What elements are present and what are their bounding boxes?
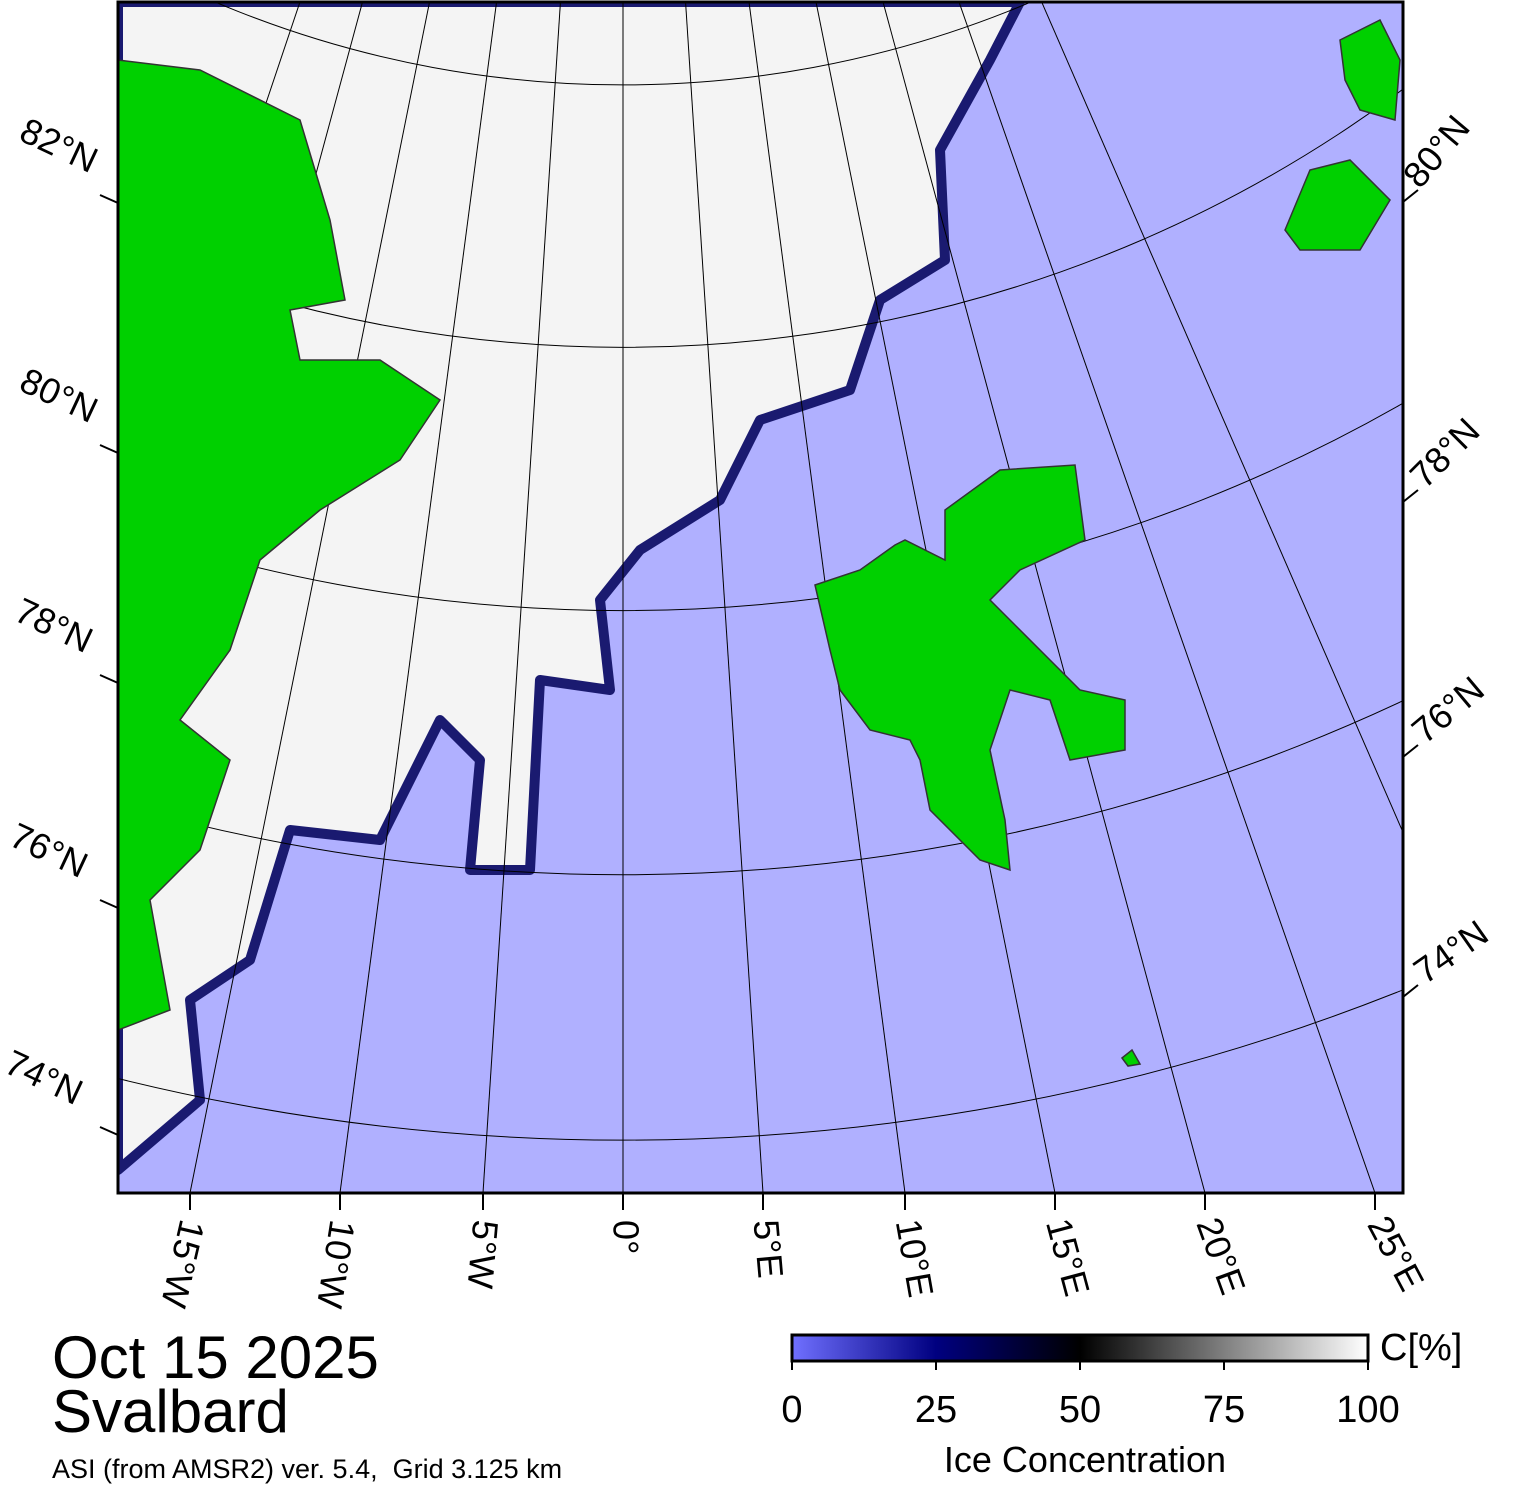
colorbar-tick-label: 100 [1336, 1389, 1399, 1431]
latitude-label: 80°N [14, 360, 104, 431]
latitude-label: 76°N [4, 815, 94, 886]
latitude-label: 82°N [14, 110, 104, 181]
meridian [958, 2, 1376, 1193]
latitude-label: 74°N [1406, 912, 1495, 992]
latitude-label: 78°N [1402, 410, 1488, 496]
longitude-label: 20°E [1189, 1212, 1254, 1300]
region-title: Svalbard [52, 1378, 289, 1445]
meridian [685, 2, 764, 1193]
colorbar: C[%] Ice Concentration 0 25 50 75 100 [781, 1327, 1462, 1480]
land-nordaustlandet [1284, 159, 1391, 251]
longitude-label: 5°E [746, 1218, 792, 1280]
colorbar-label: Ice Concentration [944, 1439, 1226, 1480]
tick [99, 674, 119, 684]
meridian [882, 2, 1206, 1193]
colorbar-tick-label: 75 [1203, 1389, 1245, 1431]
colorbar-tick-label: 25 [915, 1389, 957, 1431]
longitude-label: 15°W [153, 1216, 213, 1311]
latitude-label: 76°N [1404, 668, 1492, 751]
subtitle: ASI (from AMSR2) ver. 5.4, Grid 3.125 km [52, 1454, 562, 1484]
latitude-label: 74°N [0, 1042, 89, 1113]
latitude-label: 80°N [1395, 107, 1478, 195]
meridian [815, 2, 1056, 1193]
tick [99, 194, 119, 204]
map-area [118, 2, 1403, 1193]
longitude-label: 25°E [1360, 1209, 1433, 1298]
tick [99, 444, 119, 454]
meridian [339, 2, 498, 1193]
latitude-label: 78°N [9, 590, 99, 661]
tick [1402, 744, 1419, 758]
longitude-label: 15°E [1038, 1214, 1098, 1300]
date-title: Oct 15 2025 [52, 1324, 379, 1391]
land-greenland [118, 59, 442, 1031]
longitude-label: 5°W [460, 1218, 507, 1290]
tick [99, 1126, 119, 1136]
tick [99, 899, 119, 909]
meridian [189, 2, 431, 1193]
land-svalbard [814, 464, 1126, 872]
colorbar-scale [790, 1333, 1370, 1363]
land-franz-josef [1339, 18, 1401, 121]
meridian [748, 2, 906, 1193]
colorbar-tick-label: 50 [1059, 1389, 1101, 1431]
tick [1402, 189, 1419, 203]
meridian [118, 2, 364, 907]
tick [1402, 984, 1419, 998]
map-frame [116, 0, 1405, 1195]
longitude-label: 10°E [888, 1216, 942, 1300]
longitude-label: 10°W [309, 1217, 363, 1311]
meridian [482, 2, 561, 1193]
colorbar-unit: C[%] [1380, 1327, 1462, 1369]
tick [1402, 489, 1419, 503]
colorbar-tick-label: 0 [781, 1389, 802, 1431]
longitude-label: 0° [605, 1220, 646, 1254]
meridian [1041, 2, 1403, 834]
land-bjornoya [1120, 1048, 1142, 1067]
